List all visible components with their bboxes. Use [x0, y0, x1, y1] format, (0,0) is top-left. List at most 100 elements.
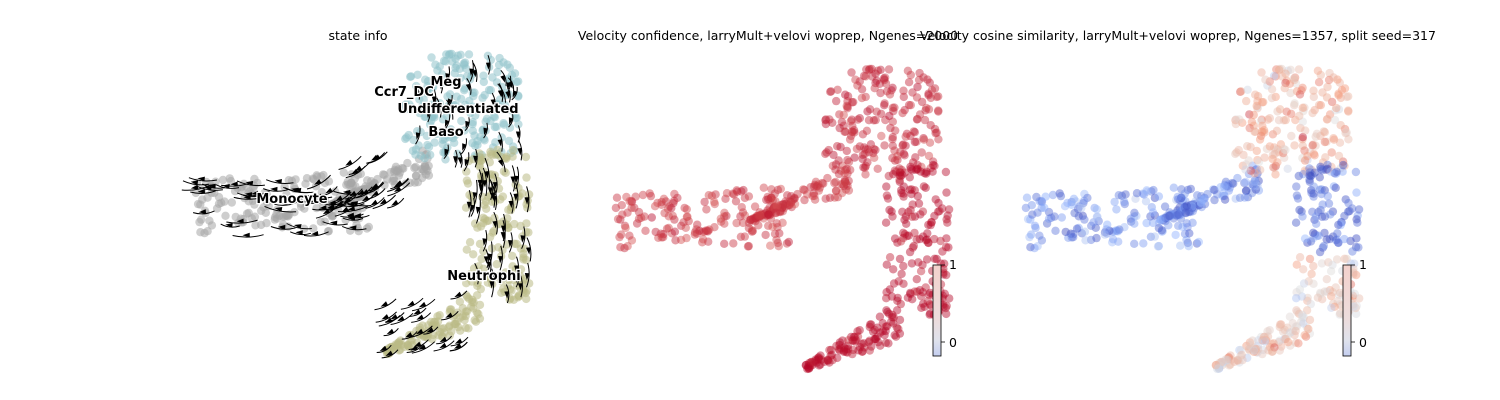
- cell-point: [1087, 221, 1096, 230]
- cell-point: [828, 161, 837, 170]
- cell-point: [406, 336, 415, 346]
- cell-point: [631, 192, 640, 201]
- cell-point: [901, 141, 910, 150]
- cell-point: [826, 351, 835, 361]
- streamline-arrow: [472, 69, 477, 78]
- streamline-arrow: [426, 327, 434, 333]
- streamline: [374, 298, 397, 311]
- streamline-arrow: [487, 187, 493, 195]
- cell-point: [755, 211, 764, 221]
- cell-point: [387, 342, 396, 352]
- cell-point: [711, 190, 720, 199]
- cell-point: [762, 195, 771, 205]
- streamline-arrow: [492, 196, 497, 204]
- cell-point: [857, 85, 867, 94]
- cell-point: [835, 340, 844, 350]
- cell-point: [875, 79, 884, 89]
- cell-point: [1293, 194, 1303, 203]
- streamline: [181, 184, 211, 191]
- cell-point: [756, 210, 765, 220]
- cell-point: [891, 332, 901, 341]
- cell-point: [737, 187, 746, 196]
- cell-point: [682, 205, 691, 214]
- cell-point: [910, 228, 919, 238]
- cell-point: [1041, 192, 1050, 201]
- cell-point: [1037, 236, 1047, 245]
- cell-point: [1260, 153, 1269, 162]
- cell-point: [341, 215, 350, 225]
- cell-point: [876, 88, 885, 98]
- cell-point: [841, 177, 850, 186]
- cell-point: [842, 146, 851, 156]
- streamline: [515, 166, 520, 190]
- cell-point: [623, 208, 632, 217]
- cell-point: [800, 185, 809, 195]
- cell-point: [465, 190, 474, 200]
- cell-point: [1307, 269, 1316, 279]
- streamline-arrow: [341, 206, 349, 213]
- cell-point: [921, 106, 930, 115]
- streamline-arrow: [394, 186, 402, 192]
- streamline: [243, 190, 270, 197]
- cell-point: [1334, 89, 1343, 98]
- cell-point: [920, 115, 930, 125]
- cell-point: [1174, 221, 1183, 230]
- cell-point: [825, 193, 835, 202]
- streamline: [446, 99, 454, 120]
- cell-point: [849, 97, 858, 107]
- cell-point: [420, 162, 430, 171]
- cell-point: [1185, 229, 1194, 238]
- cell-point: [690, 228, 700, 237]
- cell-point: [907, 189, 916, 199]
- cell-point: [657, 197, 666, 207]
- cell-point: [778, 203, 787, 212]
- cell-point: [881, 115, 890, 125]
- cell-point: [919, 73, 928, 82]
- cell-point: [435, 99, 444, 108]
- cell-point: [1340, 211, 1349, 221]
- cell-point: [921, 236, 931, 245]
- streamline: [408, 339, 429, 351]
- cell-point: [720, 219, 729, 228]
- cell-point: [895, 164, 904, 173]
- cell-point: [848, 98, 857, 107]
- cell-point: [419, 95, 428, 105]
- cell-point: [399, 164, 408, 173]
- cell-point: [728, 189, 737, 198]
- cell-point: [641, 226, 650, 235]
- cell-point: [673, 193, 682, 203]
- cell-point: [440, 134, 449, 144]
- streamline-arrow: [454, 291, 462, 298]
- cell-point: [411, 171, 421, 181]
- streamline-arrow: [295, 230, 303, 236]
- cell-point: [874, 338, 883, 347]
- cell-point: [1287, 109, 1296, 119]
- cell-point: [858, 154, 867, 164]
- cell-point: [864, 337, 873, 347]
- streamline-arrow: [465, 83, 471, 92]
- cell-point: [400, 342, 409, 351]
- cell-point: [892, 306, 902, 315]
- cell-point: [1334, 220, 1343, 230]
- cell-point: [900, 168, 909, 177]
- cell-point: [860, 163, 870, 172]
- streamline: [328, 191, 352, 206]
- cell-point: [876, 341, 885, 350]
- streamline-arrow: [497, 139, 503, 147]
- cell-point: [911, 153, 920, 162]
- streamline-arrow: [445, 312, 453, 318]
- streamline: [515, 183, 519, 209]
- panel-state-info: state info Meg Ccr7_DC Undifferentiated …: [181, 28, 534, 359]
- streamline: [401, 331, 418, 340]
- cell-point: [924, 91, 933, 100]
- cell-point: [895, 315, 905, 325]
- cell-point: [1250, 177, 1260, 186]
- cell-point: [1334, 151, 1344, 161]
- cell-point: [857, 93, 867, 103]
- cell-point: [1067, 200, 1076, 209]
- cell-point: [832, 96, 841, 106]
- cell-point: [616, 243, 625, 252]
- cell-point: [462, 245, 471, 254]
- cell-point: [1301, 126, 1310, 135]
- cell-point: [901, 132, 910, 141]
